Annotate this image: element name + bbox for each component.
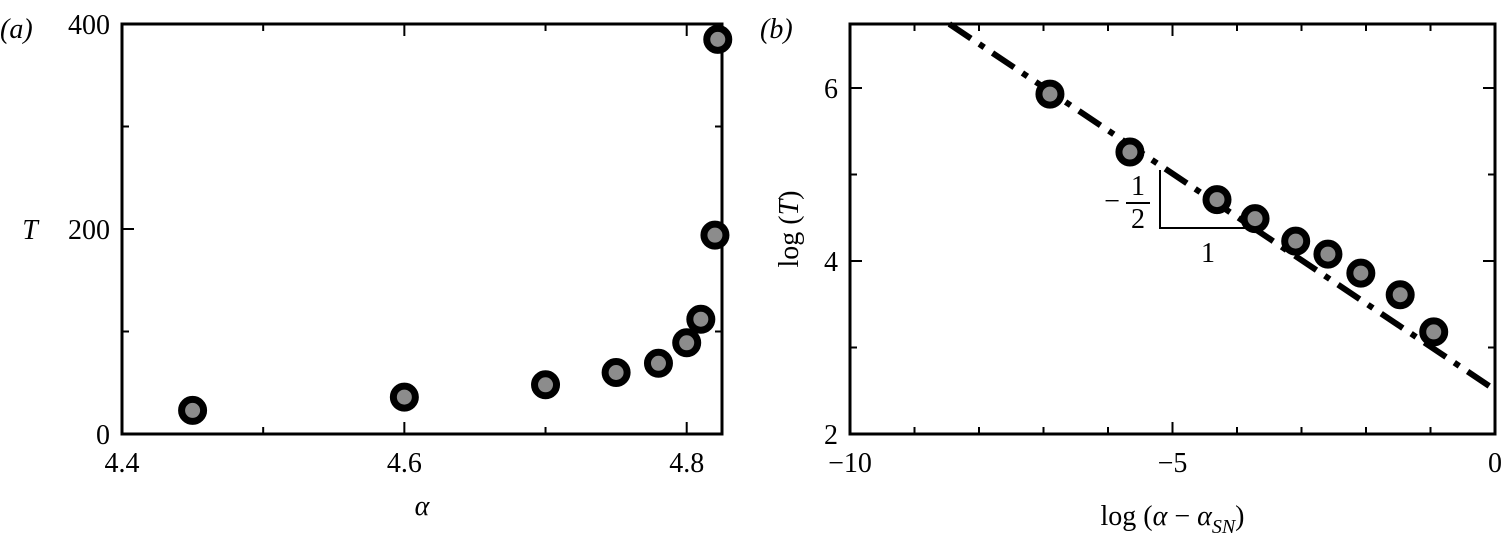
x-tick-label: 4.4 xyxy=(105,448,140,479)
panel-label: (a) xyxy=(0,14,33,45)
y-tick-label: 6 xyxy=(824,74,838,105)
data-point xyxy=(389,382,419,412)
data-point xyxy=(1281,226,1311,256)
x-tick-label: −10 xyxy=(828,448,872,479)
x-tick-label: 4.6 xyxy=(387,448,422,479)
x-axis-label: α xyxy=(415,491,431,522)
panel-label: (b) xyxy=(760,14,793,45)
data-point xyxy=(531,370,561,400)
y-tick-label: 0 xyxy=(96,420,110,451)
slope-triangle xyxy=(1159,170,1250,229)
data-point xyxy=(700,220,730,250)
y-tick-label: 400 xyxy=(68,10,110,41)
y-tick-label: 2 xyxy=(824,420,838,451)
x-tick-label: −5 xyxy=(1158,448,1188,479)
y-axis-label-part: T xyxy=(774,197,805,215)
slope-denominator: 2 xyxy=(1131,204,1145,235)
x-axis-label-part: α xyxy=(1197,501,1213,532)
y-axis-label-part: ) xyxy=(774,190,805,199)
data-point xyxy=(1419,317,1449,347)
data-point xyxy=(601,358,631,387)
y-axis-label-part: log ( xyxy=(774,215,805,267)
data-point xyxy=(1240,204,1270,234)
data-point xyxy=(703,24,733,54)
x-axis-label: log (α − αSN) xyxy=(1101,501,1245,538)
x-tick-label: 0 xyxy=(1488,448,1502,479)
axes-frame xyxy=(120,22,724,436)
data-point xyxy=(1346,258,1376,288)
x-axis-label-part: − xyxy=(1167,501,1197,532)
x-axis-label-part: SN xyxy=(1212,516,1237,538)
y-axis-label: log (T) xyxy=(774,190,805,267)
data-point xyxy=(686,304,716,334)
data-point xyxy=(178,395,208,425)
x-tick-label: 4.8 xyxy=(669,448,704,479)
slope-sign: − xyxy=(1104,186,1120,217)
slope-numerator: 1 xyxy=(1131,171,1145,202)
data-point xyxy=(1035,79,1065,109)
data-point xyxy=(1115,137,1145,167)
x-axis-label-part: log ( xyxy=(1101,501,1153,532)
data-point xyxy=(643,348,673,378)
x-axis-label-part: ) xyxy=(1235,501,1244,532)
data-point xyxy=(1313,239,1343,269)
y-axis-label: T xyxy=(22,215,40,246)
y-tick-label: 200 xyxy=(68,215,110,246)
data-point xyxy=(1385,280,1415,310)
data-point xyxy=(1202,185,1232,215)
y-tick-label: 4 xyxy=(824,247,838,278)
data-point xyxy=(672,328,702,358)
slope-run: 1 xyxy=(1201,238,1215,269)
x-axis-label-part: α xyxy=(1153,501,1169,532)
